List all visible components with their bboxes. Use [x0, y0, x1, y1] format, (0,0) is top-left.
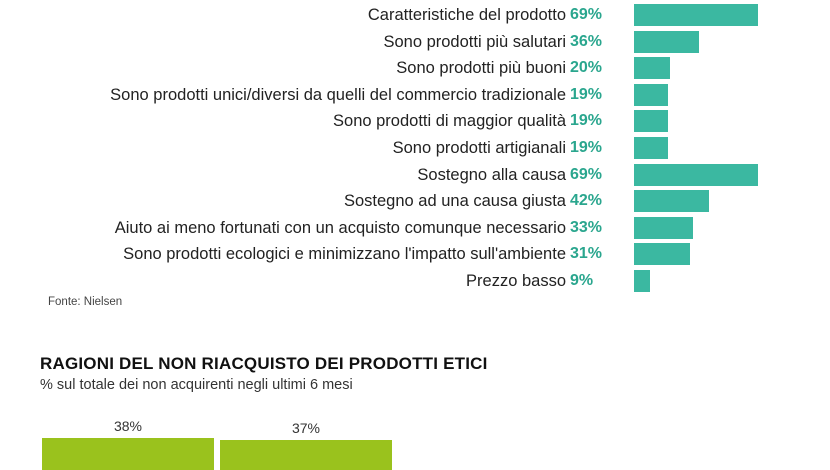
reasons-purchase-chart: Caratteristiche del prodotto 69% Sono prod…: [110, 4, 758, 292]
bar-label: Sono prodotti unici/diversi da quelli de…: [110, 85, 566, 104]
bar: [634, 243, 690, 266]
bar-label: Sono prodotti più buoni: [396, 59, 566, 78]
bar: [634, 57, 670, 80]
non-repurchase-chart: 38% 37%: [0, 400, 830, 470]
bar-value-label: 36%: [570, 32, 603, 50]
bar-label: Sono prodotti di maggior qualità: [333, 112, 566, 131]
bar-value-label: 19%: [570, 85, 603, 103]
bar: [634, 190, 709, 213]
bar-value-label: 42%: [570, 192, 603, 210]
bar-label: Sono prodotti artigianali: [392, 139, 566, 157]
bar: [634, 216, 693, 239]
bar-value-label: 19%: [570, 112, 603, 130]
bar: [634, 83, 668, 106]
bar-label: Aiuto ai meno fortunati con un acquisto …: [114, 218, 566, 237]
chart-title: RAGIONI DEL NON RIACQUISTO DEI PRODOTTI …: [40, 354, 488, 373]
bar-value-label: 20%: [570, 59, 603, 77]
bar-value-label: 69%: [570, 165, 603, 183]
bar: [220, 440, 392, 470]
bar-value-label: 31%: [570, 245, 603, 263]
bar-value-label: 69%: [570, 6, 603, 23]
bar-value-label: 9%: [570, 272, 594, 289]
bar: [634, 30, 699, 53]
bar: [634, 4, 758, 26]
bar-value-label: 38%: [113, 418, 143, 434]
bar-value-label: 37%: [291, 420, 321, 436]
bar-label: Sostegno ad una causa giusta: [343, 192, 566, 211]
bar-value-label: 33%: [570, 218, 603, 236]
bar: [634, 270, 650, 292]
chart-subtitle: % sul totale dei non acquirenti negli ul…: [40, 377, 353, 393]
bar-label: Sono prodotti ecologici e minimizzano l'…: [123, 245, 566, 264]
bar-label: Sono prodotti più salutari: [383, 32, 566, 51]
bar: [42, 438, 214, 470]
bar: [634, 163, 758, 186]
bar-value-label: 19%: [570, 139, 603, 156]
source-note: Fonte: Nielsen: [48, 296, 123, 308]
bar-label: Sostegno alla causa: [417, 165, 566, 184]
bar-label: Prezzo basso: [466, 272, 566, 290]
bar: [634, 110, 668, 133]
bar-label: Caratteristiche del prodotto: [367, 6, 566, 24]
bar: [634, 137, 668, 159]
